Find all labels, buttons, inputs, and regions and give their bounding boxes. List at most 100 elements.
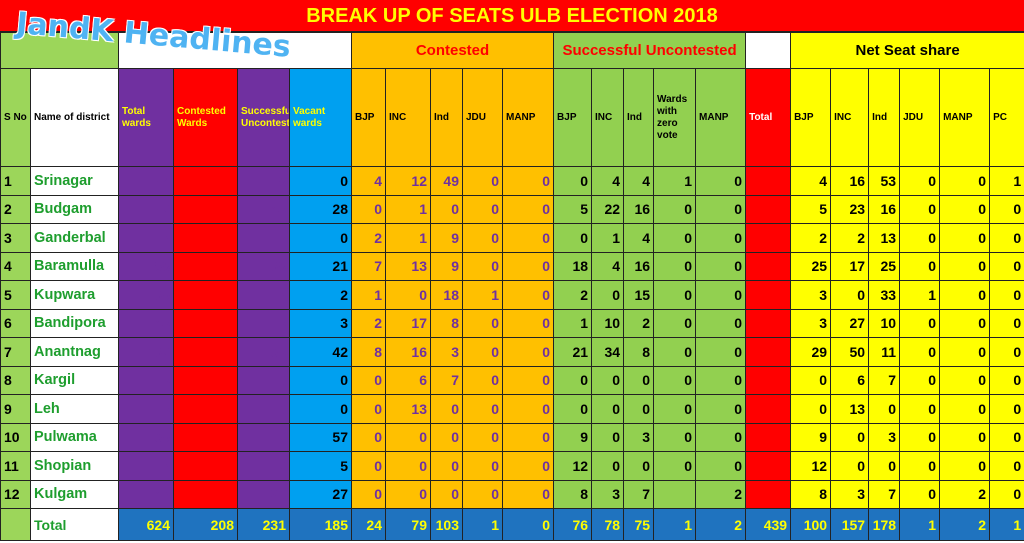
group-cell-blank <box>0 32 119 69</box>
header-net-bjp: BJP <box>790 68 832 167</box>
cell-net-bjp: 9 <box>790 422 832 452</box>
cell-contested-bjp: 7 <box>351 251 386 281</box>
cell-vacant-wards: 28 <box>289 194 352 224</box>
cell-net-bjp: 3 <box>790 280 832 310</box>
table-row: 12 Kulgam 47 0 20 27 0 0 0 0 0 8 3 7 2 20 8 3 7 0 2 0 <box>0 479 1024 509</box>
cell-net-ind: 11 <box>868 337 901 367</box>
cell-net-bjp: 25 <box>790 251 832 281</box>
cell-net-ind: 0 <box>868 451 901 481</box>
cell-district: Bandipora <box>30 308 119 338</box>
total-total: 439 <box>745 508 792 541</box>
header-contested-jdu: JDU <box>462 68 503 167</box>
cell-uncontested-inc: 4 <box>591 251 625 281</box>
cell-sno: 7 <box>0 337 31 367</box>
cell-district: Anantnag <box>30 337 119 367</box>
cell-contested-ind: 0 <box>430 451 463 481</box>
cell-net-manp: 0 <box>939 451 991 481</box>
header-district: Name of district <box>30 68 119 167</box>
cell-net-jdu: 0 <box>899 365 941 395</box>
header-net-pc: PC <box>989 68 1024 167</box>
cell-net-inc: 17 <box>830 251 870 281</box>
cell-net-inc: 0 <box>830 280 870 310</box>
header-uncontested-bjp: BJP <box>553 68 593 167</box>
cell-vacant-wards: 57 <box>289 422 352 452</box>
cell-total: 67 <box>745 251 792 281</box>
cell-wards-zero-vote: 0 <box>653 394 697 424</box>
cell-sno: 9 <box>0 394 31 424</box>
cell-contested-manp: 0 <box>501 308 555 338</box>
cell-net-pc: 0 <box>989 394 1024 424</box>
table-row: 10 Pulwama 69 0 12 57 0 0 0 0 0 9 0 3 0 0 12 9 0 3 0 0 0 <box>0 422 1024 452</box>
header-sno: S No <box>0 68 31 167</box>
cell-net-pc: 0 <box>989 479 1024 509</box>
total-net-ind: 178 <box>868 508 901 541</box>
cell-uncontested-manp: 0 <box>695 280 747 310</box>
cell-net-jdu: 0 <box>899 422 941 452</box>
cell-contested-manp: 0 <box>501 166 555 196</box>
cell-uncontested-bjp: 9 <box>553 422 593 452</box>
cell-successful-uncontested: 13 <box>237 308 290 338</box>
cell-wards-zero-vote: 1 <box>653 166 697 196</box>
cell-uncontested-ind: 0 <box>623 365 655 395</box>
cell-net-bjp: 5 <box>790 194 832 224</box>
cell-total-wards: 43 <box>118 308 174 338</box>
header-total: Total <box>745 68 792 167</box>
cell-wards-zero-vote: 0 <box>653 365 697 395</box>
cell-sno: 4 <box>0 251 31 281</box>
cell-contested-jdu: 0 <box>462 166 503 196</box>
cell-total-wards: 69 <box>118 422 174 452</box>
cell-uncontested-manp: 0 <box>695 365 747 395</box>
cell-successful-uncontested: 63 <box>237 337 290 367</box>
cell-uncontested-ind: 8 <box>623 337 655 367</box>
cell-sno: 5 <box>0 280 31 310</box>
cell-contested-manp: 0 <box>501 194 555 224</box>
cell-net-manp: 0 <box>939 166 991 196</box>
cell-net-ind: 13 <box>868 223 901 253</box>
cell-net-manp: 0 <box>939 194 991 224</box>
cell-net-inc: 13 <box>830 394 870 424</box>
table-row: 4 Baramulla 88 29 38 21 7 13 9 0 0 18 4 16 0 0 67 25 17 25 0… <box>0 251 1024 281</box>
cell-net-pc: 0 <box>989 223 1024 253</box>
cell-net-manp: 2 <box>939 479 991 509</box>
header-uncontested-inc: INC <box>591 68 625 167</box>
cell-uncontested-ind: 16 <box>623 251 655 281</box>
cell-vacant-wards: 0 <box>289 166 352 196</box>
total-contested-inc: 79 <box>385 508 431 541</box>
cell-uncontested-manp: 0 <box>695 394 747 424</box>
total-contested-ind: 103 <box>430 508 463 541</box>
cell-contested-jdu: 0 <box>462 337 503 367</box>
cell-net-ind: 7 <box>868 479 901 509</box>
cell-successful-uncontested: 0 <box>237 365 290 395</box>
cell-district: Kupwara <box>30 280 119 310</box>
cell-contested-inc: 0 <box>385 422 431 452</box>
cell-net-jdu: 0 <box>899 223 941 253</box>
cell-net-pc: 0 <box>989 280 1024 310</box>
cell-uncontested-bjp: 12 <box>553 451 593 481</box>
cell-contested-ind: 9 <box>430 223 463 253</box>
cell-district: Budgam <box>30 194 119 224</box>
cell-total-wards: 13 <box>118 365 174 395</box>
cell-sno: 1 <box>0 166 31 196</box>
total-uncontested-bjp: 76 <box>553 508 593 541</box>
cell-district: Kargil <box>30 365 119 395</box>
total-sno <box>0 508 31 541</box>
cell-uncontested-manp: 0 <box>695 194 747 224</box>
cell-contested-bjp: 0 <box>351 422 386 452</box>
cell-net-ind: 53 <box>868 166 901 196</box>
cell-total-wards: 88 <box>118 251 174 281</box>
cell-net-bjp: 2 <box>790 223 832 253</box>
cell-contested-jdu: 0 <box>462 308 503 338</box>
cell-contested-wards: 1 <box>173 194 238 224</box>
cell-net-inc: 2 <box>830 223 870 253</box>
total-uncontested-manp: 2 <box>695 508 747 541</box>
cell-vacant-wards: 5 <box>289 451 352 481</box>
cell-contested-manp: 0 <box>501 422 555 452</box>
cell-net-jdu: 0 <box>899 251 941 281</box>
cell-contested-inc: 13 <box>385 251 431 281</box>
cell-contested-wards: 20 <box>173 280 238 310</box>
cell-contested-jdu: 0 <box>462 194 503 224</box>
cell-total: 13 <box>745 394 792 424</box>
group-header-row: Contested Successful Uncontested Net Sea… <box>0 32 1024 69</box>
cell-uncontested-manp: 0 <box>695 422 747 452</box>
total-successful-uncontested: 231 <box>237 508 290 541</box>
